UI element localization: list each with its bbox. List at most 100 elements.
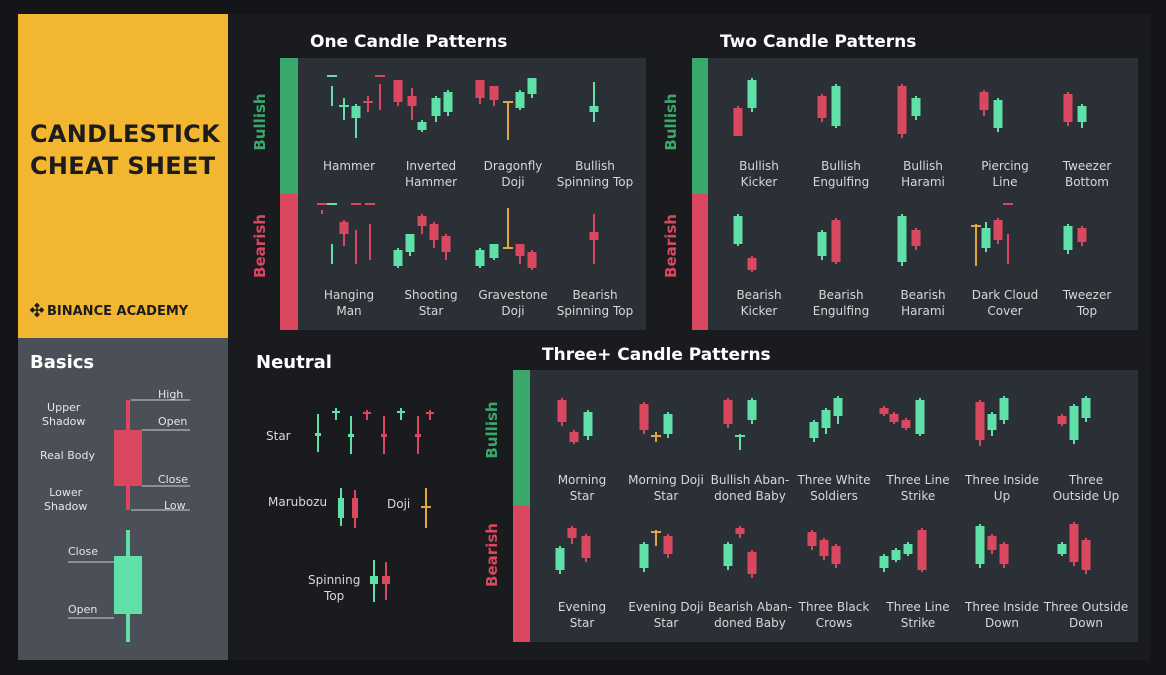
two-candle-bearish-bearish-harami-chart xyxy=(897,214,921,266)
three-candle-bearish-three-inside-down-label: Three Inside Down xyxy=(965,600,1039,630)
two-candle-bullish-bullish-engulfing-label: Bullish Engulfing xyxy=(812,159,870,189)
one-candle-card xyxy=(280,58,646,330)
two-candle-bullish-bullish-harami-label: Bullish Harami xyxy=(901,159,945,189)
three-candle-bullish-morning-star-chart xyxy=(557,398,593,444)
three-candle-bullish-bar xyxy=(513,370,530,506)
three-candle-bullish-bullish-aban-doned-baby-chart xyxy=(723,398,757,450)
brand: BINANCE ACADEMY xyxy=(29,302,189,321)
two-candle-bullish-bullish-harami-chart xyxy=(897,84,921,138)
one-candle-bearish-label: Bearish xyxy=(251,214,269,278)
one-candle-bullish-bar xyxy=(280,58,298,194)
basics-lower-shadow-label: Lower Shadow xyxy=(44,486,88,513)
three-candle-bullish-three-inside-up-label: Three Inside Up xyxy=(965,473,1039,503)
three-candle-bearish-three-outside-down-label: Three Outside Down xyxy=(1043,600,1129,630)
neutral-spinning-top-label: Spinning Top xyxy=(308,573,361,603)
one-candle-bullish-hammer-chart xyxy=(327,75,385,138)
three-candle-bearish-three-black-crows-label: Three Black Crows xyxy=(798,600,870,630)
neutral-marubozu-label: Marubozu xyxy=(268,495,328,509)
basics-open-label-2: Open xyxy=(68,603,98,616)
two-candle-title: Two Candle Patterns xyxy=(720,32,917,52)
three-candle-bullish-bullish-aban-doned-baby-label: Bullish Aban- doned Baby xyxy=(710,473,790,503)
basics-title: Basics xyxy=(30,352,95,373)
one-candle-bullish-inverted-hammer-label: Inverted Hammer xyxy=(404,159,458,189)
one-candle-bullish-dragonfly-doji-label: Dragonfly Doji xyxy=(483,159,543,189)
three-candle-bullish-three-white-soldiers-label: Three White Soldiers xyxy=(797,473,871,503)
one-candle-bullish-bullish-spinning-top-chart xyxy=(589,82,599,122)
three-candle-bearish-evening-doji-star-label: Evening Doji Star xyxy=(628,600,704,630)
two-candle-bearish-bearish-engulfing-label: Bearish Engulfing xyxy=(812,288,870,318)
one-candle-bearish-gravestone-doji-label: Gravestone Doji xyxy=(478,288,548,318)
two-candle-bullish-tweezer-bottom-chart xyxy=(1063,92,1087,128)
one-candle-bearish-gravestone-doji-chart xyxy=(475,208,537,270)
three-candle-bearish-three-line-strike-chart xyxy=(879,528,927,572)
two-candle-bullish-bullish-kicker-chart xyxy=(733,78,757,136)
title-panel xyxy=(18,14,228,338)
three-candle-bullish-three-outside-up-label: Three Outside Up xyxy=(1052,473,1120,503)
neutral-doji-label: Doji xyxy=(387,497,411,511)
one-candle-bearish-bearish-spinning-top-label: Bearish Spinning Top xyxy=(556,288,634,318)
two-candle-bearish-bearish-engulfing-chart xyxy=(817,218,841,264)
binance-logo-icon xyxy=(29,302,45,321)
one-candle-bullish-dragonfly-doji-chart xyxy=(475,78,537,140)
three-candle-bullish-morning-star-label: Morning Star xyxy=(557,473,607,503)
three-candle-bearish-label: Bearish xyxy=(483,523,501,587)
two-candle-bullish-label: Bullish xyxy=(662,93,680,151)
one-candle-bearish-bar xyxy=(280,194,298,330)
three-candle-bullish-three-white-soldiers-chart xyxy=(809,396,843,442)
three-candle-bearish-three-inside-down-chart xyxy=(975,524,1009,568)
two-candle-bullish-piercing-line-label: Piercing Line xyxy=(981,159,1029,189)
one-candle-bullish-inverted-hammer-chart xyxy=(393,80,453,132)
two-candle-bullish-piercing-line-chart xyxy=(979,90,1003,132)
two-candle-bullish-bullish-kicker-label: Bullish Kicker xyxy=(739,159,779,189)
three-candle-bearish-three-black-crows-chart xyxy=(807,530,841,568)
page-title: CANDLESTICK CHEAT SHEET xyxy=(30,118,220,182)
one-candle-bullish-label: Bullish xyxy=(251,93,269,151)
title-line-1: CANDLESTICK xyxy=(30,120,220,148)
basics-close-label: Close xyxy=(158,473,188,486)
basics-low-label: Low xyxy=(164,499,186,512)
basics-diagram xyxy=(68,399,190,642)
three-candle-bearish-bearish-aban-doned-baby-label: Bearish Aban- doned Baby xyxy=(707,600,793,630)
one-candle-bullish-hammer-label: Hammer xyxy=(322,159,376,173)
one-candle-bearish-shooting-star-label: Shooting Star xyxy=(404,288,458,318)
three-candle-bearish-three-line-strike-label: Three Line Strike xyxy=(886,600,950,630)
three-candle-bearish-bearish-aban-doned-baby-chart xyxy=(723,526,757,578)
neutral-title: Neutral xyxy=(256,352,332,373)
three-candle-bearish-three-outside-down-chart xyxy=(1057,522,1091,574)
two-candle-bearish-tweezer-top-chart xyxy=(1063,224,1087,254)
three-candle-bullish-three-line-strike-chart xyxy=(879,398,925,436)
neutral-star-label: Star xyxy=(266,429,291,443)
one-candle-bearish-bearish-spinning-top-chart xyxy=(589,214,599,264)
three-candle-bullish-morning-doji-star-label: Morning Doji Star xyxy=(628,473,704,503)
one-candle-title: One Candle Patterns xyxy=(310,32,508,52)
two-candle-bearish-label: Bearish xyxy=(662,214,680,278)
two-candle-bearish-dark-cloud-cover-label: Dark Cloud Cover xyxy=(971,288,1039,318)
three-candle-bearish-bar xyxy=(513,506,530,642)
basics-open-label: Open xyxy=(158,415,188,428)
two-candle-bearish-dark-cloud-cover-chart xyxy=(971,203,1013,266)
basics-real-body-label: Real Body xyxy=(40,449,95,462)
three-candle-title: Three+ Candle Patterns xyxy=(542,345,771,365)
three-candle-bullish-label: Bullish xyxy=(483,401,501,459)
title-line-2: CHEAT SHEET xyxy=(30,152,216,180)
three-candle-bearish-evening-doji-star-chart xyxy=(639,530,673,572)
two-candle-bullish-bar xyxy=(692,58,708,194)
two-candle-bullish-tweezer-bottom-label: Tweezer Bottom xyxy=(1062,159,1112,189)
two-candle-bearish-bearish-kicker-chart xyxy=(733,214,757,272)
two-candle-bullish-bullish-engulfing-chart xyxy=(817,84,841,128)
basics-high-label: High xyxy=(158,388,184,401)
one-candle-bullish-bullish-spinning-top-label: Bullish Spinning Top xyxy=(556,159,634,189)
basics-upper-shadow-label: Upper Shadow xyxy=(42,401,86,428)
two-candle-bearish-bearish-kicker-label: Bearish Kicker xyxy=(736,288,782,318)
three-candle-bearish-evening-star-label: Evening Star xyxy=(557,600,607,630)
three-candle-bullish-three-line-strike-label: Three Line Strike xyxy=(886,473,950,503)
three-candle-bearish-evening-star-chart xyxy=(555,526,591,574)
three-candle-bullish-three-inside-up-chart xyxy=(975,396,1009,446)
one-candle-bearish-hanging-man-chart xyxy=(317,203,375,264)
three-candle-bullish-three-outside-up-chart xyxy=(1057,396,1091,444)
basics-close-label-2: Close xyxy=(68,545,98,558)
neutral-diagram xyxy=(315,408,434,602)
two-candle-bearish-bar xyxy=(692,194,708,330)
two-candle-bearish-tweezer-top-label: Tweezer Top xyxy=(1062,288,1112,318)
brand-label: BINANCE ACADEMY xyxy=(47,304,189,319)
